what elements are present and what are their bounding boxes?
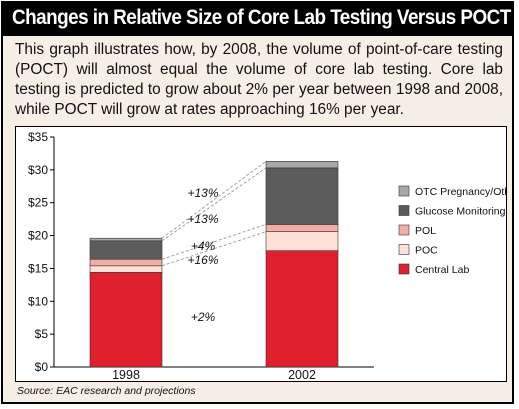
x-tick-label: 1998	[112, 368, 140, 381]
bar-segment-poc-2002	[265, 231, 339, 251]
y-tick-label: $35	[28, 130, 48, 144]
figure-title: Changes in Relative Size of Core Lab Tes…	[12, 6, 511, 29]
growth-connector-line	[161, 223, 267, 260]
legend-label: OTC Pregnancy/Other	[415, 186, 506, 198]
chart-area: $0 $5 $10 $15 $20 $25 $30 $35 1998 2002 +13% +13% +4…	[15, 126, 519, 382]
growth-rate-label: +4%	[191, 239, 216, 253]
growth-rate-label: +13%	[187, 212, 218, 226]
growth-rate-label: +2%	[191, 310, 216, 324]
legend-label: Central Lab	[415, 264, 469, 276]
legend-swatch	[398, 263, 410, 275]
x-tick-label: 2002	[288, 368, 316, 381]
growth-connector-line	[161, 231, 267, 267]
y-tick-label: $30	[28, 163, 48, 177]
growth-connector-line	[161, 160, 267, 239]
legend-swatch	[398, 244, 410, 255]
y-tick-label: $5	[35, 327, 49, 341]
legend-label: POC	[415, 245, 438, 257]
figure-description: This graph illustrates how, by 2008, the…	[15, 41, 503, 118]
growth-rate-label: +13%	[187, 186, 218, 200]
legend-label: POL	[415, 225, 436, 237]
bar-segment-poc-1998	[89, 265, 163, 273]
y-tick-label: $10	[28, 294, 48, 308]
title-bar: Changes in Relative Size of Core Lab Tes…	[3, 3, 512, 36]
legend-swatch	[398, 185, 410, 197]
stacked-bar-chart: $0 $5 $10 $15 $20 $25 $30 $35 1998 2002 +13% +13% +4…	[28, 130, 519, 382]
y-tick-label: $15	[28, 261, 48, 275]
legend-swatch	[398, 224, 410, 236]
bar-segment-pol-2002	[265, 224, 339, 232]
y-tick-label: $25	[28, 196, 48, 210]
bar-segment-otc-pregnancy-other-2002	[265, 161, 339, 169]
y-tick-label: $0	[35, 360, 49, 374]
growth-connector-line	[161, 167, 267, 242]
bar-segment-glucose-monitoring-1998	[89, 240, 163, 260]
bar-segment-pol-1998	[89, 258, 163, 267]
bar-segment-central-lab-1998	[89, 272, 163, 368]
bar-segment-otc-pregnancy-other-1998	[89, 237, 163, 242]
legend-label: Glucose Monitoring	[415, 206, 506, 218]
source-note: Source: EAC research and projections	[17, 385, 196, 397]
y-tick-label: $20	[28, 229, 48, 243]
bar-segment-glucose-monitoring-2002	[265, 167, 339, 225]
bar-segment-central-lab-2002	[265, 250, 339, 368]
legend-swatch	[398, 205, 410, 216]
growth-rate-label: +16%	[187, 253, 218, 267]
